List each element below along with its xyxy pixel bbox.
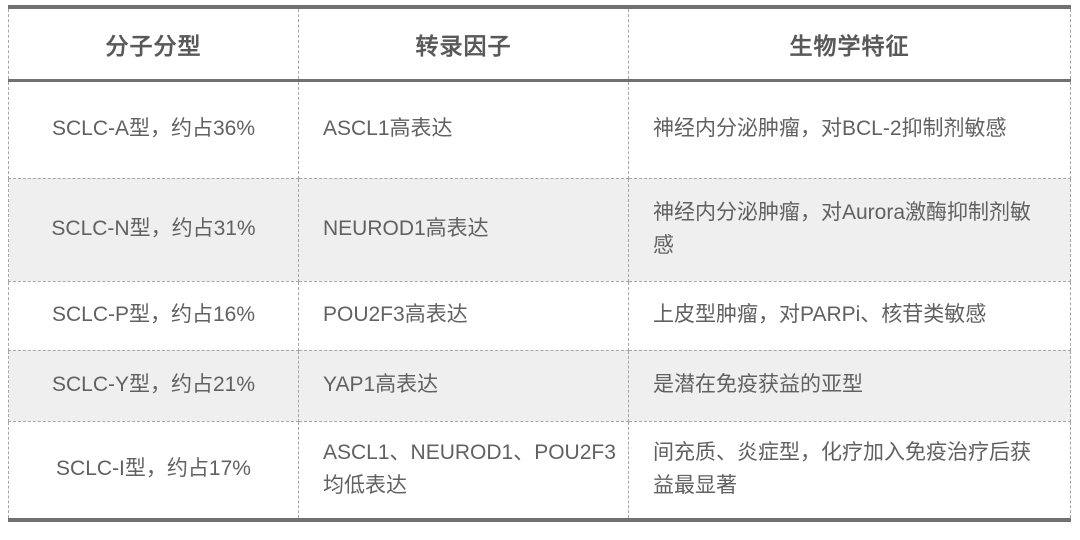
- cell-subtype: SCLC-P型，约占16%: [8, 280, 299, 351]
- header-transcription-factor: 转录因子: [298, 6, 629, 82]
- table-body: SCLC-A型，约占36% ASCL1高表达 神经内分泌肿瘤，对BCL-2抑制剂…: [8, 79, 1071, 521]
- table-row-sclc-a: SCLC-A型，约占36% ASCL1高表达 神经内分泌肿瘤，对BCL-2抑制剂…: [8, 79, 1071, 179]
- cell-factor: ASCL1高表达: [298, 79, 629, 179]
- header-molecular-subtype: 分子分型: [8, 6, 299, 82]
- header-row: 分子分型 转录因子 生物学特征: [8, 6, 1071, 82]
- cell-feature: 上皮型肿瘤，对PARPi、核苷类敏感: [628, 280, 1071, 351]
- cell-subtype: SCLC-Y型，约占21%: [8, 349, 299, 422]
- table-row-sclc-y: SCLC-Y型，约占21% YAP1高表达 是潜在免疫获益的亚型: [8, 349, 1071, 422]
- sclc-subtype-table: 分子分型 转录因子 生物学特征 SCLC-A型，约占36% ASCL1高表达 神…: [8, 5, 1071, 522]
- table-row-sclc-n: SCLC-N型，约占31% NEUROD1高表达 神经内分泌肿瘤，对Aurora…: [8, 177, 1071, 282]
- cell-feature: 神经内分泌肿瘤，对BCL-2抑制剂敏感: [628, 79, 1071, 179]
- table-row-sclc-i: SCLC-I型，约占17% ASCL1、NEUROD1、POU2F3均低表达 间…: [8, 420, 1071, 521]
- cell-factor: ASCL1、NEUROD1、POU2F3均低表达: [298, 420, 629, 521]
- cell-feature: 间充质、炎症型，化疗加入免疫治疗后获益最显著: [628, 420, 1071, 521]
- header-biological-features: 生物学特征: [628, 6, 1071, 82]
- cell-subtype: SCLC-A型，约占36%: [8, 79, 299, 179]
- cell-feature: 是潜在免疫获益的亚型: [628, 349, 1071, 422]
- cell-feature: 神经内分泌肿瘤，对Aurora激酶抑制剂敏感: [628, 177, 1071, 282]
- table-header: 分子分型 转录因子 生物学特征: [8, 6, 1071, 82]
- cell-factor: NEUROD1高表达: [298, 177, 629, 282]
- sclc-subtype-table-container: 分子分型 转录因子 生物学特征 SCLC-A型，约占36% ASCL1高表达 神…: [8, 5, 1071, 522]
- cell-subtype: SCLC-I型，约占17%: [8, 420, 299, 521]
- table-row-sclc-p: SCLC-P型，约占16% POU2F3高表达 上皮型肿瘤，对PARPi、核苷类…: [8, 280, 1071, 351]
- cell-factor: YAP1高表达: [298, 349, 629, 422]
- cell-subtype: SCLC-N型，约占31%: [8, 177, 299, 282]
- cell-factor: POU2F3高表达: [298, 280, 629, 351]
